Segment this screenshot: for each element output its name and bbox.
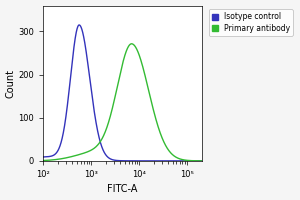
Legend: Isotype control, Primary antibody: Isotype control, Primary antibody (208, 9, 293, 36)
X-axis label: FITC-A: FITC-A (107, 184, 138, 194)
Y-axis label: Count: Count (6, 69, 16, 98)
